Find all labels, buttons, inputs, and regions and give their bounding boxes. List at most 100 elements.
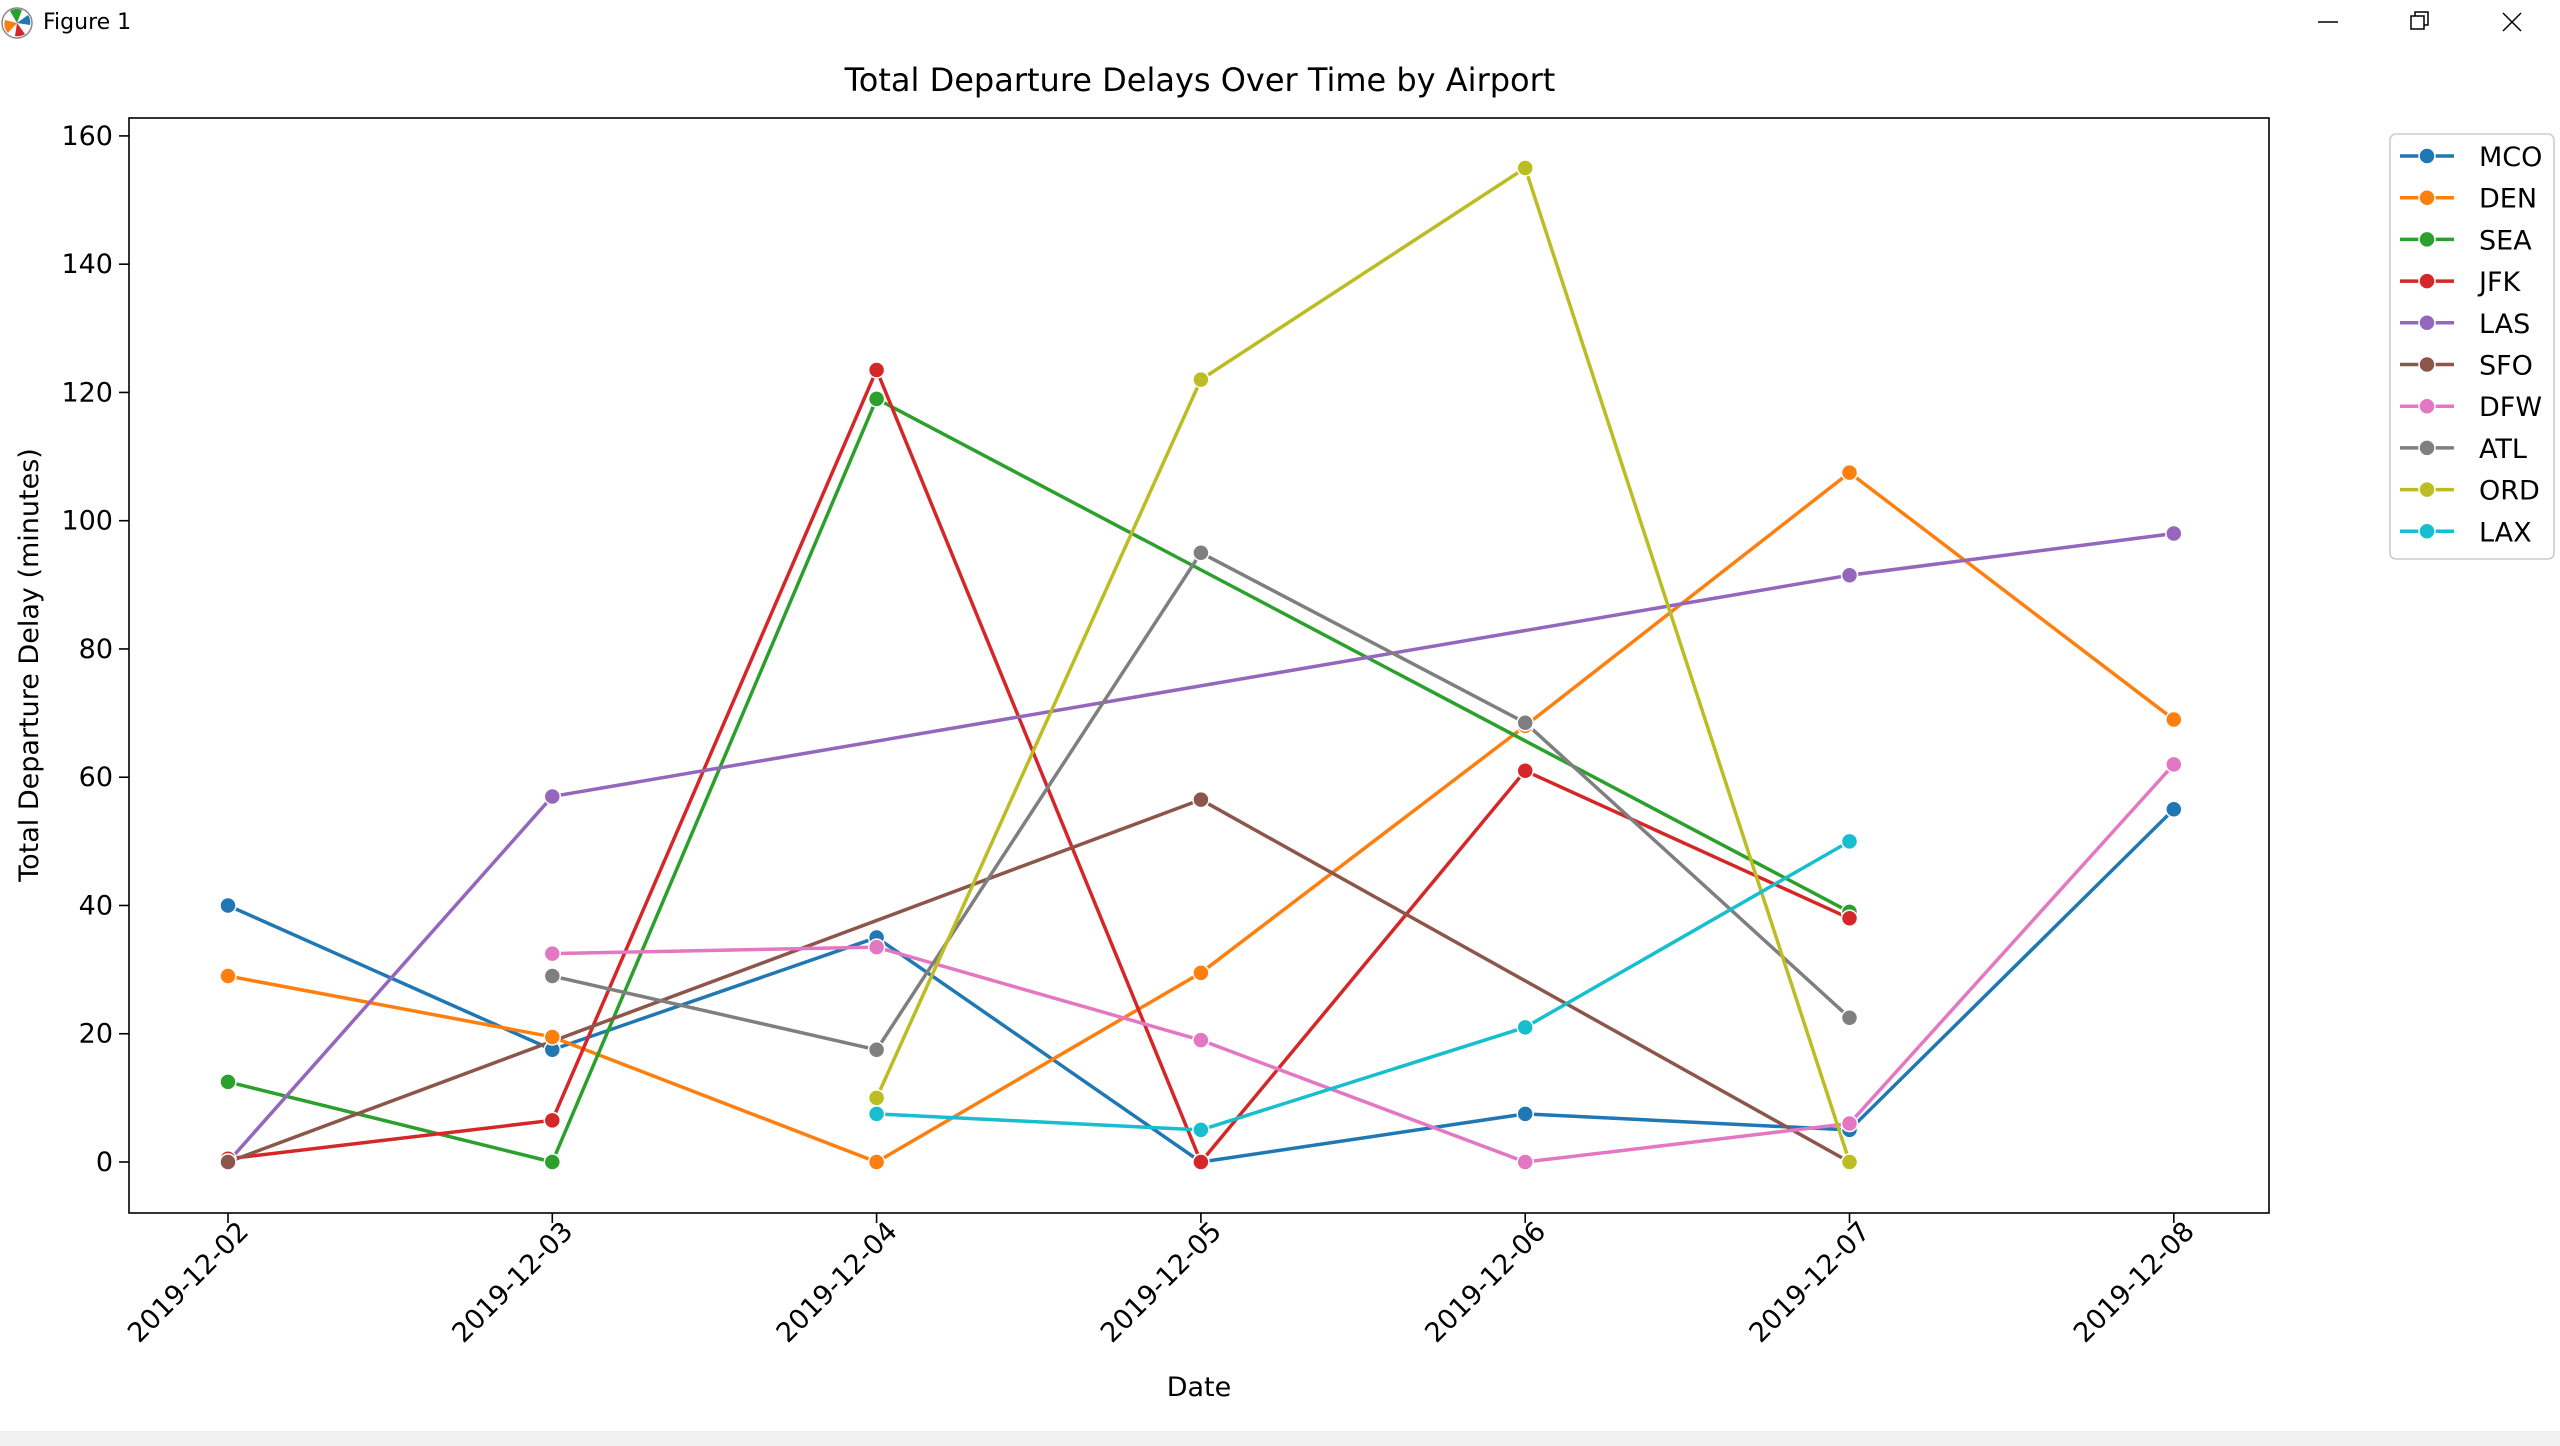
data-point-jfk bbox=[1840, 909, 1859, 928]
legend-label: LAX bbox=[2479, 517, 2532, 548]
legend-marker-swatch bbox=[2418, 522, 2436, 541]
close-icon bbox=[2502, 12, 2522, 32]
x-tick-label: 2019-12-03 bbox=[446, 1216, 579, 1349]
legend-marker-swatch bbox=[2418, 314, 2436, 332]
data-point-atl bbox=[1516, 713, 1534, 732]
close-button[interactable] bbox=[2466, 0, 2558, 45]
legend-label: ORD bbox=[2479, 476, 2540, 507]
data-point-den bbox=[2165, 710, 2183, 729]
data-point-mco bbox=[219, 896, 237, 915]
chart-title: Total Departure Delays Over Time by Airp… bbox=[844, 61, 1556, 99]
data-point-jfk bbox=[1516, 762, 1534, 780]
minimize-icon bbox=[2318, 21, 2338, 23]
data-point-lax bbox=[1840, 832, 1859, 851]
maximize-button[interactable] bbox=[2374, 0, 2466, 45]
data-point-dfw bbox=[1840, 1114, 1859, 1133]
y-tick-label: 60 bbox=[79, 762, 113, 793]
data-point-dfw bbox=[867, 938, 886, 956]
data-point-atl bbox=[867, 1041, 886, 1059]
data-point-atl bbox=[1840, 1008, 1859, 1027]
axes-frame bbox=[128, 117, 2270, 1214]
legend-marker-swatch bbox=[2418, 439, 2436, 457]
series-line-sea bbox=[227, 397, 1851, 1164]
legend-marker-swatch bbox=[2418, 272, 2436, 290]
legend-marker-swatch bbox=[2418, 355, 2436, 374]
y-tick-label: 80 bbox=[79, 634, 113, 665]
data-point-atl bbox=[543, 967, 562, 985]
legend-label: DFW bbox=[2479, 392, 2542, 423]
data-point-jfk bbox=[867, 361, 886, 379]
legend-item-lax: LAX bbox=[2400, 517, 2532, 548]
legend-item-sea: SEA bbox=[2400, 225, 2532, 256]
legend-item-jfk: JFK bbox=[2400, 267, 2521, 298]
restore-icon bbox=[2410, 11, 2429, 30]
y-tick-label: 100 bbox=[61, 506, 113, 537]
series-line-las bbox=[226, 531, 2175, 1164]
series-line-ord bbox=[875, 166, 1852, 1163]
data-point-den bbox=[1192, 964, 1210, 982]
data-point-lax bbox=[1192, 1121, 1210, 1139]
data-point-den bbox=[1840, 463, 1859, 482]
legend-item-ord: ORD bbox=[2400, 476, 2540, 507]
data-point-den bbox=[219, 967, 237, 985]
y-tick-label: 140 bbox=[61, 249, 113, 280]
data-point-jfk bbox=[1192, 1153, 1210, 1171]
legend-item-dfw: DFW bbox=[2400, 392, 2542, 423]
legend-item-den: DEN bbox=[2400, 184, 2537, 215]
legend-label: ATL bbox=[2479, 434, 2527, 465]
data-point-sea bbox=[543, 1153, 562, 1171]
data-point-mco bbox=[2165, 800, 2183, 819]
y-tick-label: 40 bbox=[79, 890, 113, 921]
legend-marker-swatch bbox=[2418, 480, 2436, 499]
series-line-dfw bbox=[552, 763, 2176, 1164]
data-point-sfo bbox=[1192, 790, 1210, 809]
x-tick-label: 2019-12-08 bbox=[2068, 1216, 2201, 1349]
y-tick-label: 160 bbox=[61, 121, 113, 152]
data-point-ord bbox=[867, 1089, 886, 1107]
x-tick-label: 2019-12-04 bbox=[771, 1216, 904, 1349]
window-title: Figure 1 bbox=[43, 10, 132, 35]
data-point-las bbox=[543, 787, 562, 806]
legend-label: SFO bbox=[2479, 351, 2533, 382]
legend-marker-swatch bbox=[2418, 230, 2436, 249]
legend-label: DEN bbox=[2479, 184, 2537, 215]
y-tick-label: 120 bbox=[61, 377, 113, 408]
data-point-dfw bbox=[1192, 1031, 1210, 1049]
x-tick-label: 2019-12-07 bbox=[1744, 1216, 1877, 1349]
line-chart: Total Departure Delays Over Time by Airp… bbox=[14, 61, 2555, 1403]
legend-item-sfo: SFO bbox=[2400, 351, 2533, 382]
legend-label: MCO bbox=[2479, 142, 2542, 173]
legend: MCO DEN SEA JFK LAS SFO DFW ATL ORD LAX bbox=[2389, 133, 2555, 560]
series-line-mco bbox=[227, 808, 2176, 1164]
data-point-mco bbox=[1516, 1105, 1534, 1123]
window-titlebar: Figure 1 bbox=[0, 0, 2560, 45]
legend-label: LAS bbox=[2479, 309, 2530, 340]
data-point-dfw bbox=[543, 944, 562, 963]
y-axis-label: Total Departure Delay (minutes) bbox=[14, 448, 45, 883]
data-point-den bbox=[867, 1153, 886, 1171]
legend-label: JFK bbox=[2477, 267, 2521, 298]
series-line-jfk bbox=[227, 368, 1851, 1164]
x-tick-label: 2019-12-06 bbox=[1419, 1216, 1552, 1349]
series-line-den bbox=[227, 470, 2175, 1164]
data-point-sfo bbox=[219, 1153, 237, 1171]
data-point-lax bbox=[867, 1105, 886, 1123]
legend-marker-swatch bbox=[2418, 188, 2436, 207]
x-tick-label: 2019-12-02 bbox=[122, 1216, 255, 1349]
data-point-den bbox=[543, 1028, 562, 1046]
minimize-button[interactable] bbox=[2282, 0, 2374, 45]
legend-marker-swatch bbox=[2418, 147, 2436, 165]
data-point-dfw bbox=[2165, 755, 2183, 774]
x-axis-label: Date bbox=[1167, 1372, 1232, 1403]
legend-item-atl: ATL bbox=[2400, 434, 2527, 465]
series-line-lax bbox=[876, 839, 1851, 1132]
legend-item-las: LAS bbox=[2400, 309, 2530, 340]
data-point-ord bbox=[1840, 1153, 1859, 1171]
data-point-lax bbox=[1516, 1018, 1534, 1037]
data-point-sea bbox=[867, 390, 886, 408]
data-point-atl bbox=[1192, 544, 1210, 562]
legend-item-mco: MCO bbox=[2400, 142, 2542, 173]
data-point-jfk bbox=[543, 1111, 562, 1130]
matplotlib-logo-icon bbox=[1, 7, 33, 39]
legend-label: SEA bbox=[2479, 225, 2532, 256]
